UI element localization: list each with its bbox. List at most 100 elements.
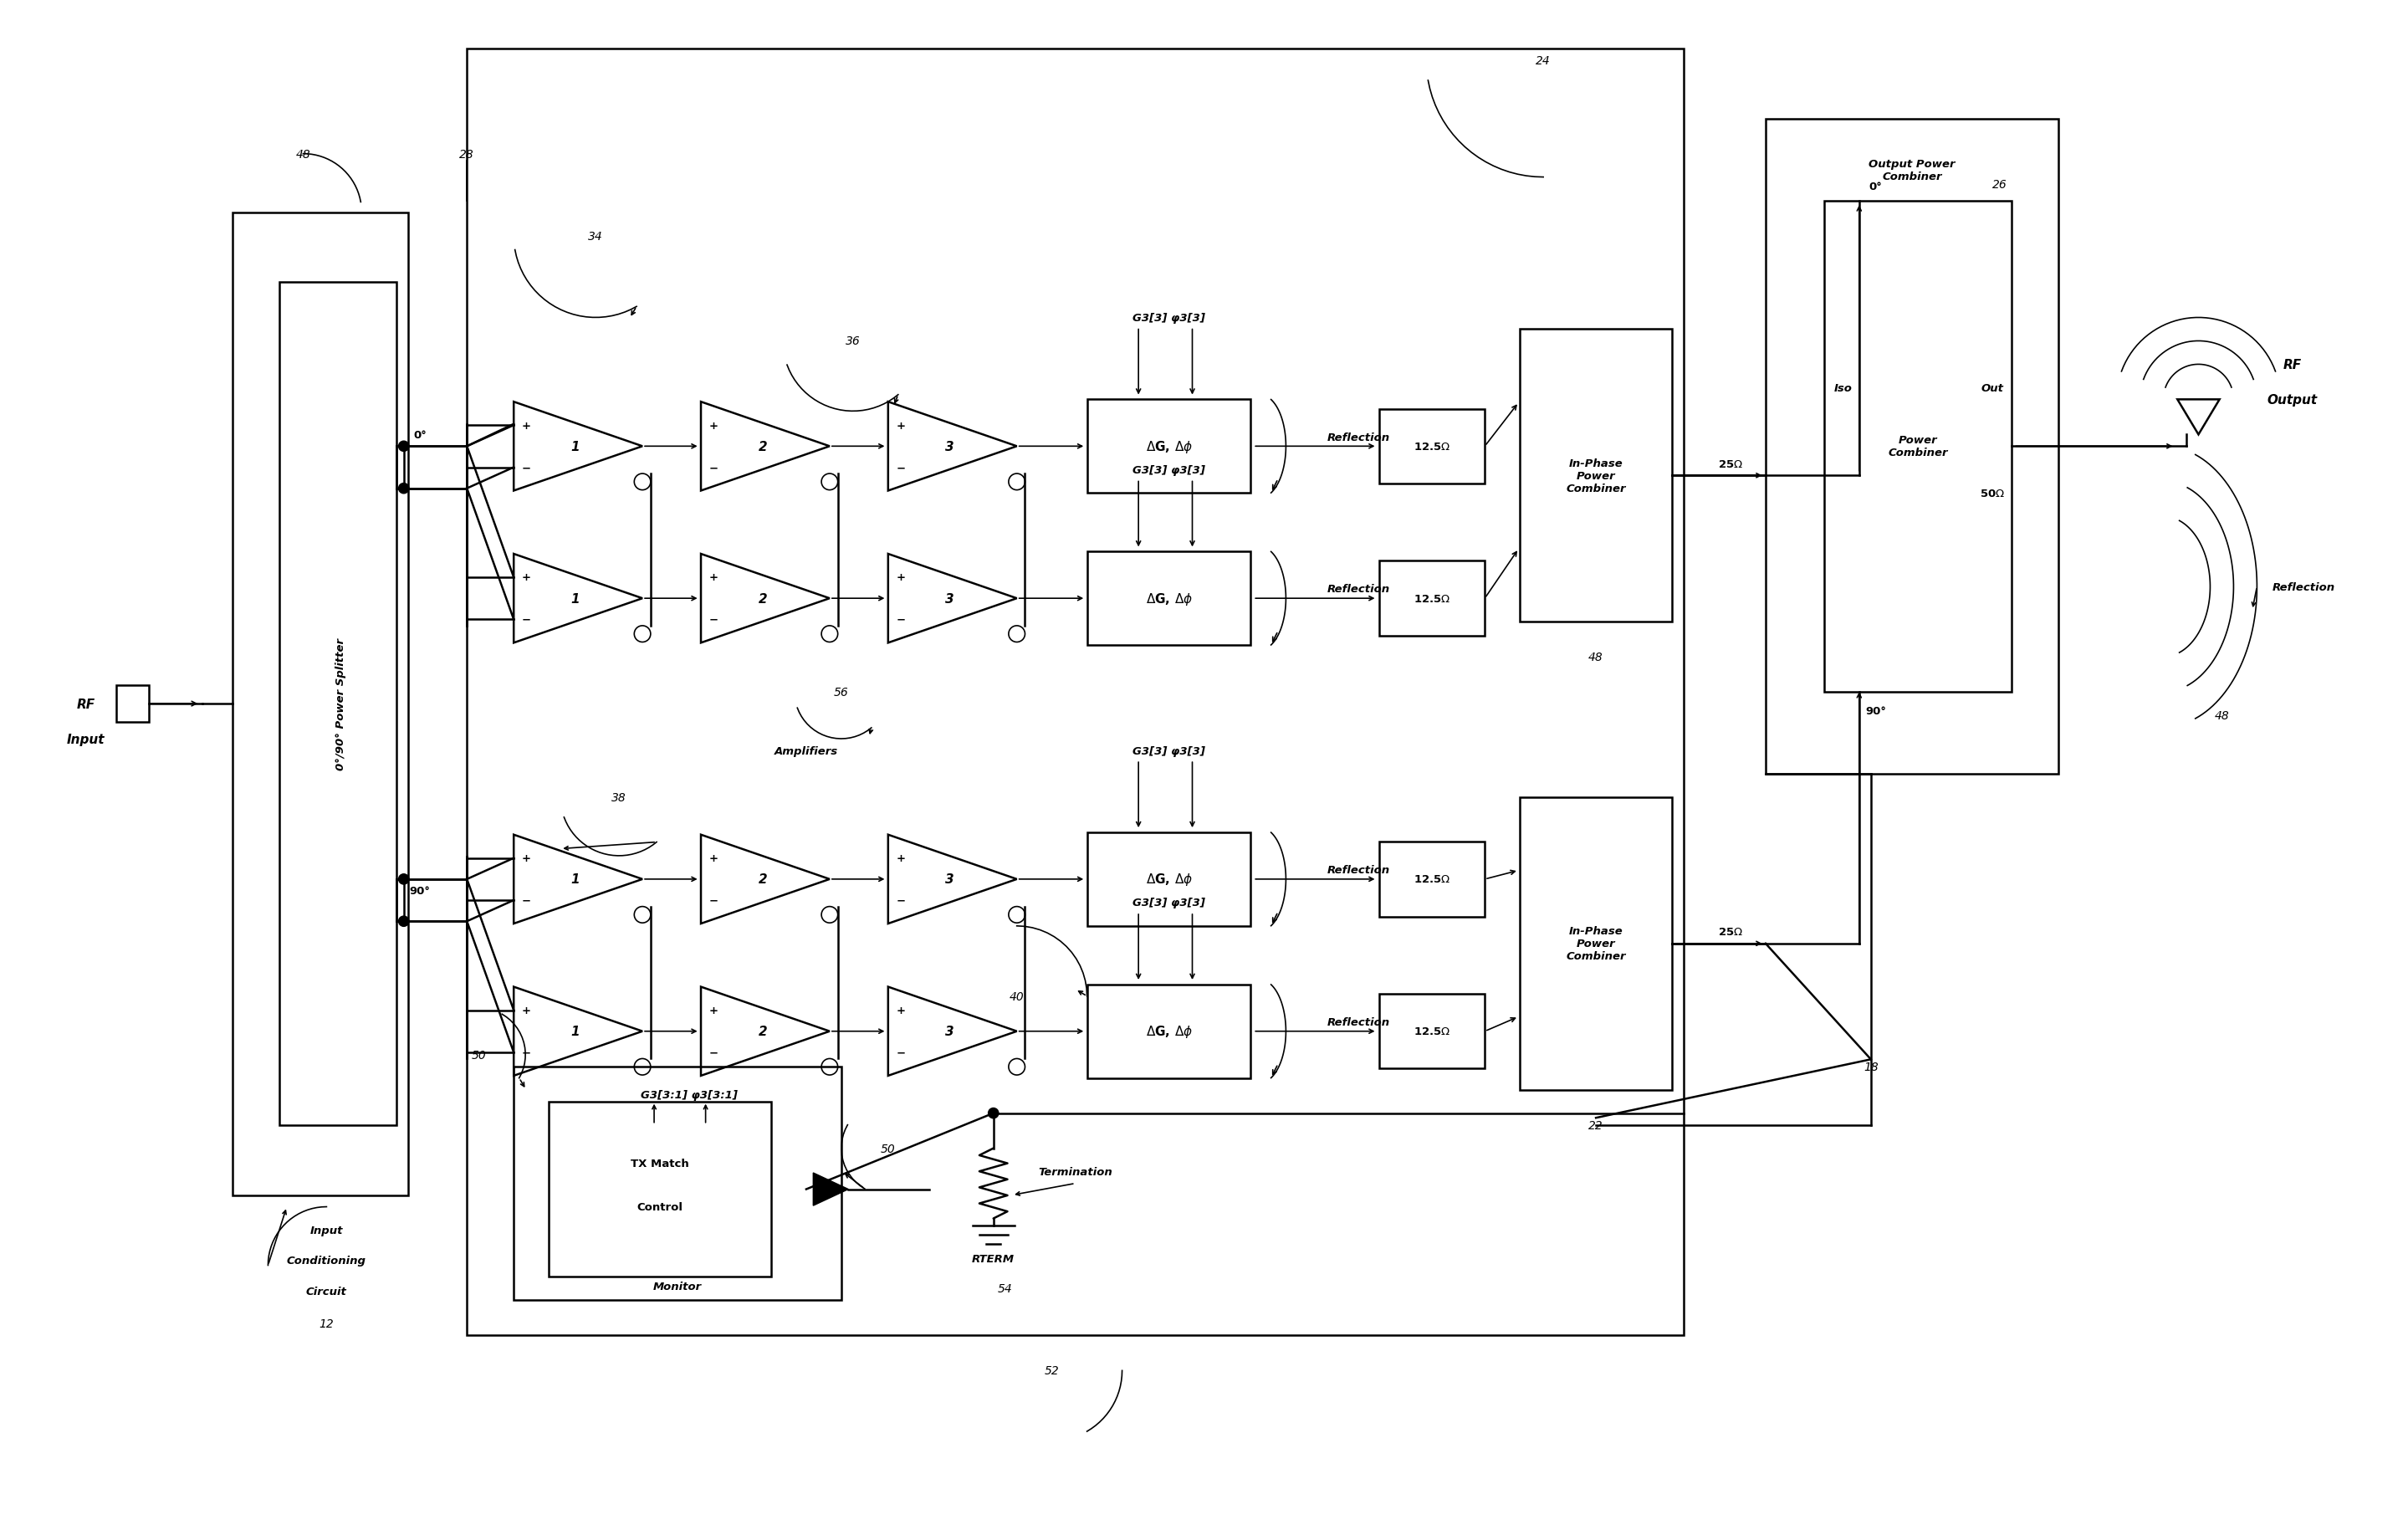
Text: Reflection: Reflection	[2273, 581, 2336, 593]
Bar	[1086, 552, 1250, 645]
Text: 1: 1	[571, 874, 580, 886]
Text: 12: 12	[320, 1318, 335, 1330]
Text: +: +	[896, 572, 905, 583]
Text: Termination: Termination	[1038, 1167, 1112, 1177]
Text: 12.5$\Omega$: 12.5$\Omega$	[1413, 1026, 1450, 1037]
Bar	[1519, 798, 1671, 1090]
Text: 90°: 90°	[1866, 706, 1885, 717]
Text: 48: 48	[1589, 651, 1604, 663]
Text: 1: 1	[571, 593, 580, 605]
Text: 25$\Omega$: 25$\Omega$	[1717, 927, 1743, 938]
Text: 24: 24	[1536, 55, 1551, 67]
Text: −: −	[523, 462, 532, 473]
Bar	[234, 214, 409, 1196]
Text: 12.5$\Omega$: 12.5$\Omega$	[1413, 874, 1450, 884]
Circle shape	[400, 874, 409, 884]
Bar	[1765, 119, 2059, 775]
Text: 12.5$\Omega$: 12.5$\Omega$	[1413, 593, 1450, 604]
Text: G3[3] φ3[3]: G3[3] φ3[3]	[1132, 897, 1206, 909]
Bar	[1086, 985, 1250, 1078]
Text: Input: Input	[311, 1225, 342, 1235]
Text: Power
Combiner: Power Combiner	[1888, 435, 1948, 459]
Text: 3: 3	[946, 874, 954, 886]
Text: 50: 50	[472, 1049, 486, 1061]
Text: 18: 18	[1864, 1061, 1878, 1072]
Text: −: −	[708, 895, 718, 906]
Text: In-Phase
Power
Combiner: In-Phase Power Combiner	[1565, 926, 1625, 962]
Text: 22: 22	[1589, 1119, 1604, 1132]
Circle shape	[400, 917, 409, 927]
Text: 48: 48	[296, 148, 311, 160]
Text: 28: 28	[460, 148, 474, 160]
Text: Reflection: Reflection	[1327, 1017, 1389, 1028]
Text: 26: 26	[1991, 178, 2006, 191]
Text: −: −	[708, 1048, 718, 1058]
Text: Conditioning: Conditioning	[287, 1255, 366, 1266]
Text: 36: 36	[845, 336, 860, 348]
Text: 0°: 0°	[1869, 181, 1883, 192]
Bar	[1519, 329, 1671, 622]
Text: −: −	[708, 462, 718, 473]
Text: Control: Control	[638, 1202, 684, 1212]
Text: In-Phase
Power
Combiner: In-Phase Power Combiner	[1565, 458, 1625, 494]
Text: +: +	[523, 852, 532, 863]
Text: Output: Output	[2266, 393, 2316, 406]
Text: Iso: Iso	[1832, 383, 1852, 393]
Text: 0°/90° Power Splitter: 0°/90° Power Splitter	[335, 637, 347, 770]
Text: +: +	[710, 1005, 718, 1016]
Text: 56: 56	[833, 686, 848, 698]
Text: +: +	[710, 421, 718, 432]
Text: 52: 52	[1045, 1365, 1060, 1377]
Bar	[1380, 409, 1486, 483]
Text: 3: 3	[946, 1025, 954, 1037]
Text: 25$\Omega$: 25$\Omega$	[1717, 459, 1743, 470]
Text: +: +	[523, 572, 532, 583]
Bar	[1825, 201, 2011, 692]
Text: $\Delta$G, $\Delta\phi$: $\Delta$G, $\Delta\phi$	[1146, 590, 1192, 607]
Text: +: +	[710, 852, 718, 863]
Text: 90°: 90°	[409, 886, 431, 897]
Text: 40: 40	[1009, 991, 1023, 1002]
Text: 2: 2	[759, 593, 768, 605]
Circle shape	[400, 483, 409, 494]
Text: Output Power
Combiner: Output Power Combiner	[1869, 159, 1955, 183]
Bar	[549, 1101, 771, 1276]
Text: −: −	[523, 895, 532, 906]
Text: $\Delta$G, $\Delta\phi$: $\Delta$G, $\Delta\phi$	[1146, 1023, 1192, 1040]
Text: 34: 34	[588, 230, 602, 242]
Text: 48: 48	[2215, 709, 2230, 721]
Text: +: +	[710, 572, 718, 583]
Text: TX Match: TX Match	[631, 1157, 689, 1168]
Text: −: −	[523, 615, 532, 625]
Text: 50$\Omega$: 50$\Omega$	[1979, 488, 2006, 499]
Text: $\Delta$G, $\Delta\phi$: $\Delta$G, $\Delta\phi$	[1146, 871, 1192, 888]
Text: G3[3] φ3[3]: G3[3] φ3[3]	[1132, 313, 1206, 323]
Text: Reflection: Reflection	[1327, 865, 1389, 875]
Text: −: −	[896, 615, 905, 625]
Text: 50: 50	[881, 1142, 896, 1154]
Text: 2: 2	[759, 874, 768, 886]
Bar	[1380, 561, 1486, 636]
Text: Amplifiers: Amplifiers	[775, 746, 838, 756]
Text: G3[3] φ3[3]: G3[3] φ3[3]	[1132, 746, 1206, 756]
Bar	[1086, 833, 1250, 926]
Text: +: +	[523, 421, 532, 432]
Text: Input: Input	[67, 734, 104, 746]
Polygon shape	[814, 1173, 848, 1206]
Text: 54: 54	[997, 1283, 1011, 1295]
Text: +: +	[896, 852, 905, 863]
Text: +: +	[896, 421, 905, 432]
Text: G3[3:1] φ3[3:1]: G3[3:1] φ3[3:1]	[641, 1089, 737, 1100]
Text: RF: RF	[77, 698, 94, 711]
Text: Monitor: Monitor	[653, 1281, 701, 1292]
Text: −: −	[896, 1048, 905, 1058]
Text: Reflection: Reflection	[1327, 432, 1389, 442]
Text: −: −	[708, 615, 718, 625]
Text: 2: 2	[759, 1025, 768, 1037]
Text: Out: Out	[1982, 383, 2003, 393]
Bar	[513, 1066, 840, 1301]
Text: RF: RF	[2283, 358, 2302, 371]
Text: 2: 2	[759, 441, 768, 453]
Text: 0°: 0°	[414, 430, 426, 441]
Text: −: −	[523, 1048, 532, 1058]
